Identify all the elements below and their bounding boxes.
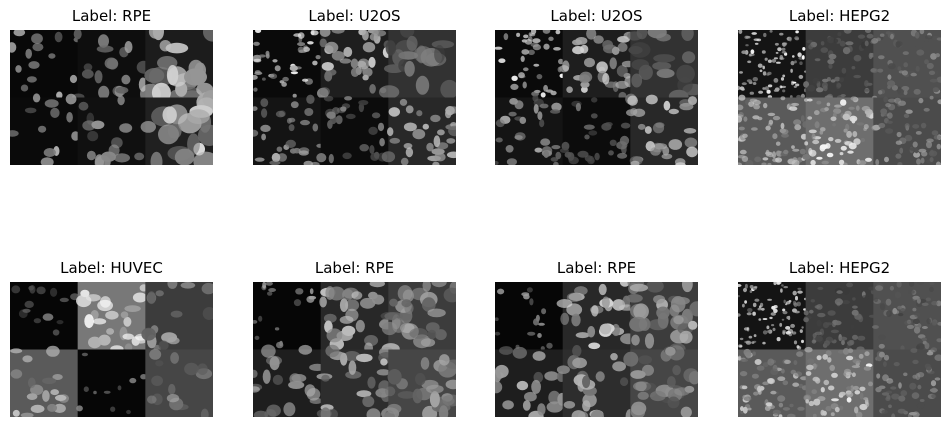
panel-title: Label: HEPG2 xyxy=(788,259,891,277)
panel-title: Label: U2OS xyxy=(550,7,643,25)
panel-title: Label: U2OS xyxy=(308,7,401,25)
microscopy-image xyxy=(495,30,698,165)
panel-title: Label: RPE xyxy=(314,259,395,277)
panel-title: Label: RPE xyxy=(71,7,152,25)
microscopy-image xyxy=(738,282,941,417)
microscopy-image xyxy=(253,30,456,165)
microscopy-image xyxy=(738,30,941,165)
panel-title: Label: HEPG2 xyxy=(788,7,891,25)
microscopy-image xyxy=(10,282,213,417)
microscopy-image xyxy=(10,30,213,165)
panel-title: Label: HUVEC xyxy=(60,259,163,277)
microscopy-image xyxy=(495,282,698,417)
panel-title: Label: RPE xyxy=(556,259,637,277)
microscopy-image xyxy=(253,282,456,417)
